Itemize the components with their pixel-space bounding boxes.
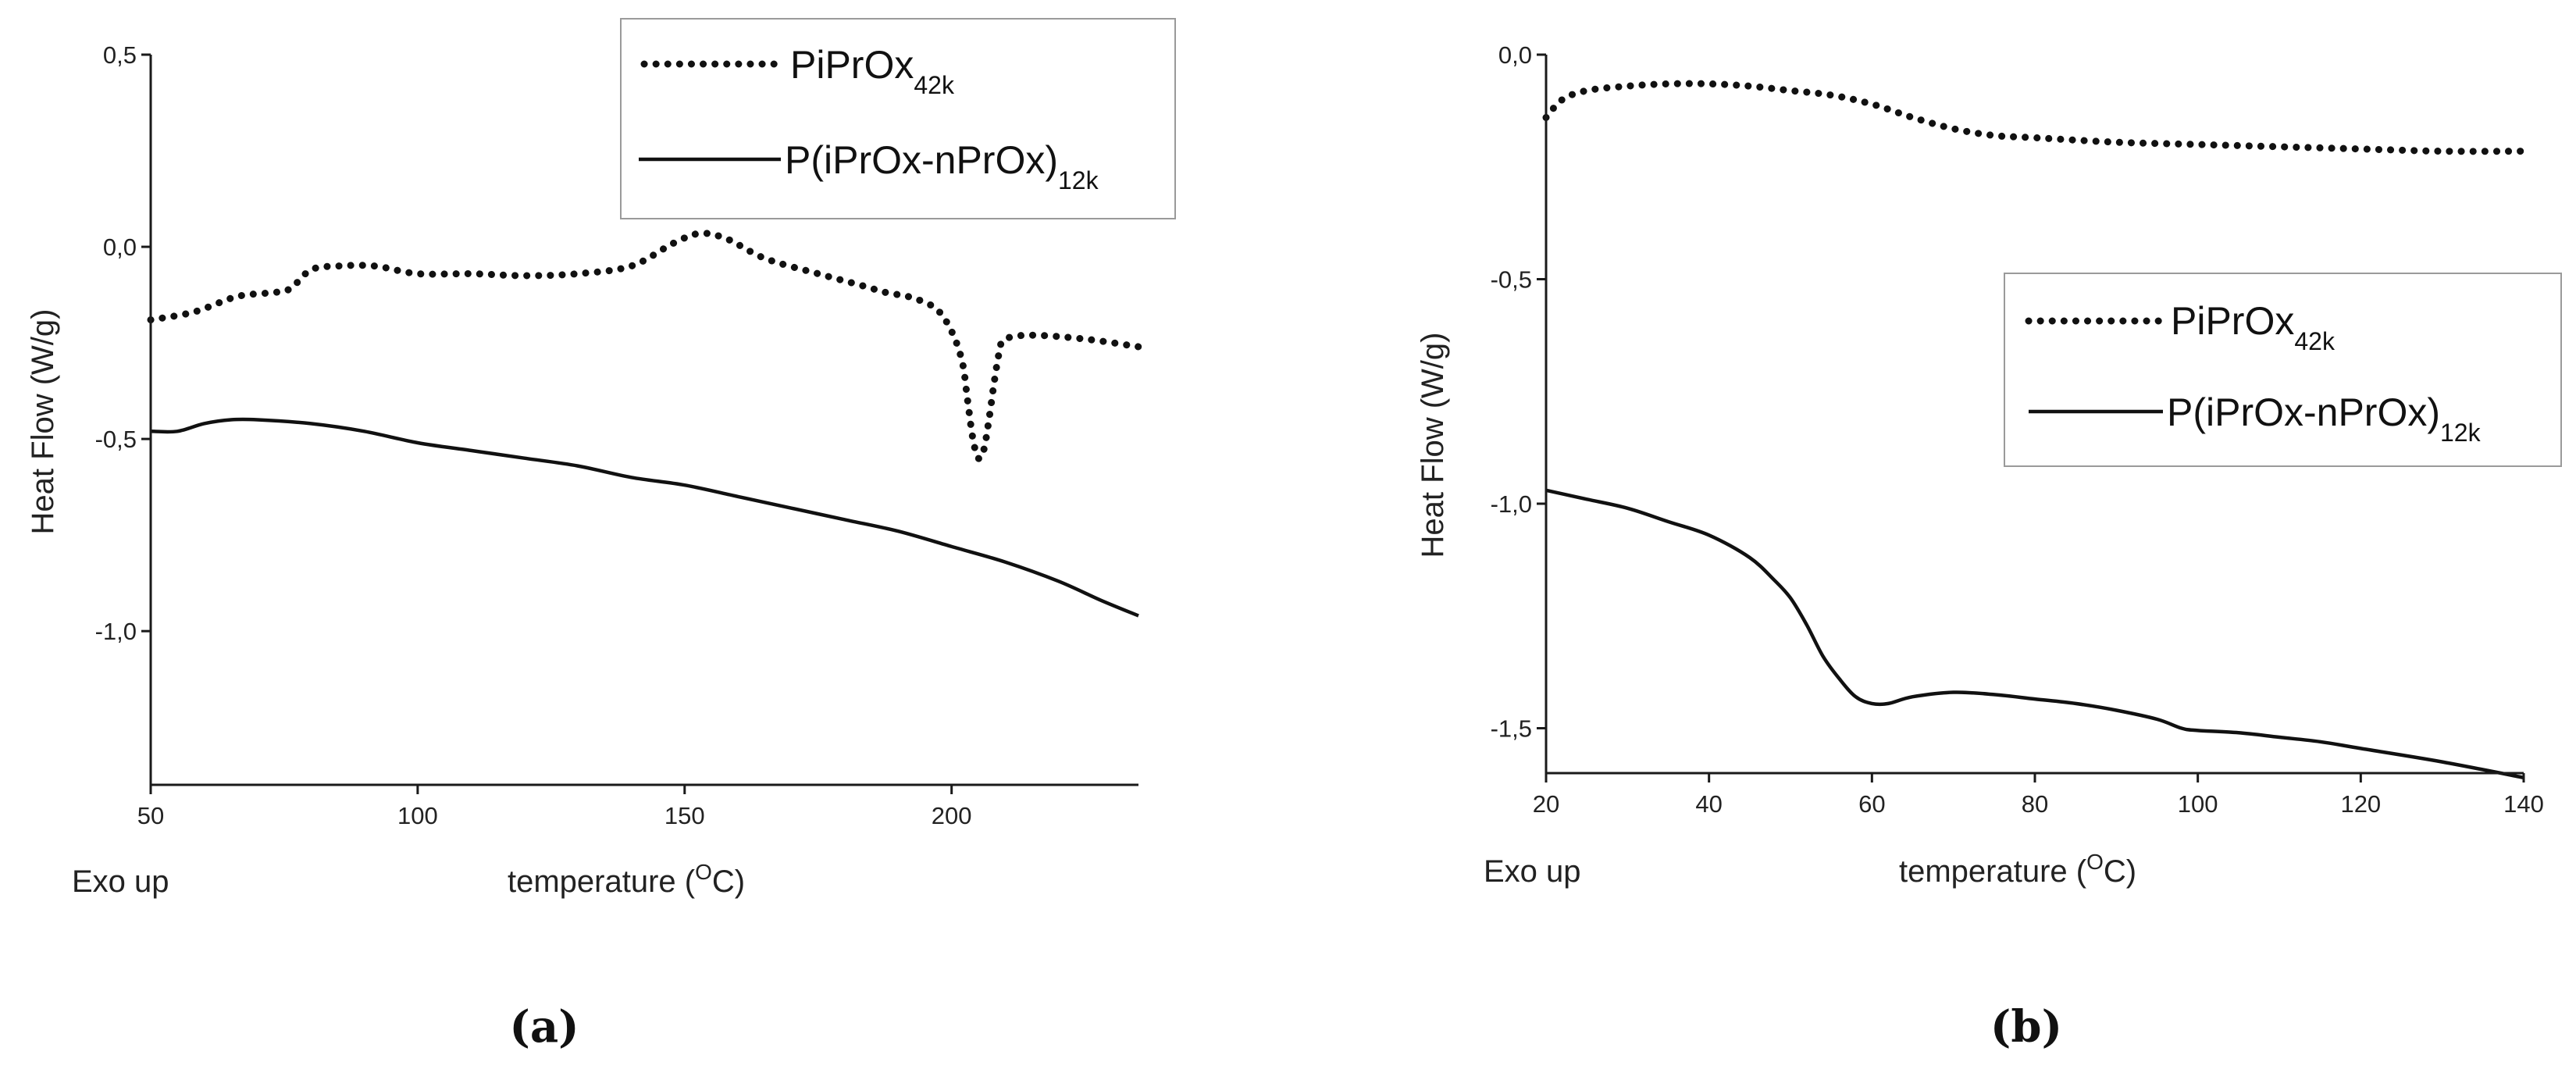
panel-b-legend-box <box>2004 273 2562 467</box>
panel-b-x-tick-label: 40 <box>1695 790 1722 818</box>
panel-a-ticks: 50 100 150 200 0,5 0,0 -0,5 -1,0 <box>95 41 972 829</box>
panel-b-x-tick-label: 60 <box>1858 790 1885 818</box>
panel-b-x-tick-label: 100 <box>2178 790 2218 818</box>
panel-b-legend-name-piprox: PiPrOx <box>2171 299 2294 343</box>
panel-a-legend-sub-copolymer: 12k <box>1058 166 1099 194</box>
panel-a-legend-box <box>620 18 1176 219</box>
panel-b-ticks: 20 40 60 80 100 120 140 0,0 -0,5 -1,0 -1,5 <box>1491 41 2544 818</box>
chart-panel-a: 50 100 150 200 0,5 0,0 -0,5 -1,0 PiPrOx42k P(iP… <box>26 18 1176 1053</box>
panel-a-series-piprox-42k-line <box>147 230 1142 462</box>
panel-b-x-axis-title-unit: C) <box>2104 854 2136 889</box>
panel-b-y-axis-title: Heat Flow (W/g) <box>1416 333 1450 558</box>
panel-a-legend-sub-piprox: 42k <box>914 71 955 99</box>
panel-b-legend-name-copolymer: P(iPrOx-nPrOx) <box>2167 390 2440 434</box>
panel-b-legend-label-copolymer: P(iPrOx-nPrOx)12k <box>2167 390 2482 447</box>
panel-a-label: (a) <box>509 1001 579 1053</box>
panel-a-series-copolymer-12k-line <box>150 417 1139 618</box>
panel-b-legend-label-piprox: PiPrOx42k <box>2171 299 2336 355</box>
panel-b-legend-sub-copolymer: 12k <box>2440 419 2482 447</box>
panel-b-y-tick-label: -0,5 <box>1491 266 1532 294</box>
panel-a-legend-label-copolymer: P(iPrOx-nPrOx)12k <box>785 138 1099 194</box>
panel-a-x-tick-label: 100 <box>397 802 438 829</box>
panel-a-y-tick-label: 0,5 <box>103 41 137 69</box>
chart-panel-b: 20 40 60 80 100 120 140 0,0 -0,5 -1,0 -1,5 PiPrOx4… <box>1416 41 2562 1053</box>
panel-b-x-axis-title: temperature (OC) <box>1899 850 2136 889</box>
panel-b-legend-sub-piprox: 42k <box>2294 327 2336 355</box>
panel-b-x-axis-title-main: temperature ( <box>1899 854 2087 889</box>
panel-b-y-tick-label: -1,0 <box>1491 490 1532 518</box>
panel-b-x-tick-label: 20 <box>1533 790 1559 818</box>
panel-b-series-piprox-42k-line <box>1542 80 2528 155</box>
panel-b-series-copolymer-12k-line <box>1545 488 2524 780</box>
panel-b-y-tick-label: 0,0 <box>1498 41 1532 69</box>
panel-b-x-tick-label: 120 <box>2340 790 2381 818</box>
panel-b-plot-group <box>1542 80 2528 780</box>
panel-a-x-axis-title-sup: O <box>695 860 712 884</box>
panel-a-legend-name-piprox: PiPrOx <box>790 43 914 87</box>
panel-a-x-tick-label: 50 <box>137 802 164 829</box>
panel-a-exo-up-note: Exo up <box>72 864 169 899</box>
panel-b-y-tick-label: -1,5 <box>1491 715 1532 743</box>
panel-a-y-axis-title: Heat Flow (W/g) <box>26 309 60 535</box>
panel-b-x-tick-label: 80 <box>2022 790 2048 818</box>
panel-a-y-tick-label: -1,0 <box>95 618 137 645</box>
panel-a-x-tick-label: 150 <box>664 802 705 829</box>
panel-b-x-tick-label: 140 <box>2503 790 2544 818</box>
panel-a-plot-group <box>147 230 1142 618</box>
panel-a-x-axis-title-main: temperature ( <box>508 864 696 899</box>
panel-a-x-axis-title-unit: C) <box>712 864 745 899</box>
panel-a-x-axis-title: temperature (OC) <box>508 860 745 899</box>
panel-b-x-axis-title-sup: O <box>2086 850 2104 874</box>
panel-b-label: (b) <box>1990 1001 2062 1053</box>
panel-a-y-tick-label: -0,5 <box>95 426 137 453</box>
panel-a-x-tick-label: 200 <box>932 802 972 829</box>
panel-b-exo-up-note: Exo up <box>1484 854 1581 889</box>
panel-a-y-tick-label: 0,0 <box>103 233 137 261</box>
panel-a-legend-label-piprox: PiPrOx42k <box>790 43 955 99</box>
panel-a-legend-name-copolymer: P(iPrOx-nPrOx) <box>785 138 1058 182</box>
